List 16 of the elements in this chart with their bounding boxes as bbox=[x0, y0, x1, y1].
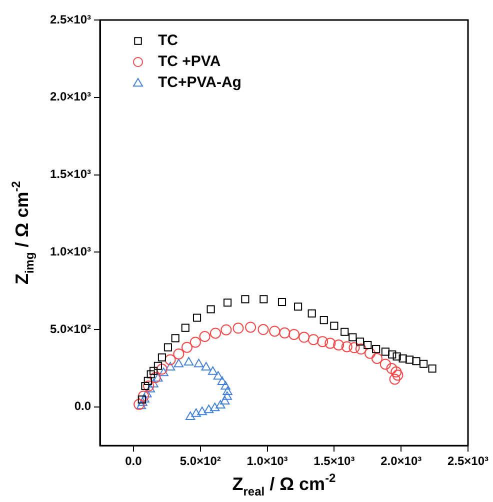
legend-label: TC bbox=[158, 32, 178, 50]
y-tick-label: 2.0×10³ bbox=[50, 90, 91, 104]
y-axis-title: Zimg / Ω cm-2 bbox=[8, 180, 36, 285]
x-tick-label: 5.0×10² bbox=[180, 454, 221, 468]
legend-label: TC+PVA-Ag bbox=[158, 74, 242, 92]
y-tick-label: 0.0 bbox=[74, 399, 92, 414]
y-tick-label: 2.5×10³ bbox=[50, 12, 91, 26]
legend-label: TC +PVA bbox=[158, 53, 221, 70]
y-tick-label: 1.5×10³ bbox=[50, 167, 91, 182]
y-tick-label: 5.0×10² bbox=[50, 322, 91, 336]
x-tick-label: 0.0 bbox=[125, 454, 142, 468]
x-tick-label: 1.0×10³ bbox=[246, 454, 288, 468]
x-tick-label: 2.0×10³ bbox=[380, 454, 422, 468]
x-tick-label: 1.5×10³ bbox=[314, 454, 355, 468]
y-tick-label: 1.0×10³ bbox=[50, 244, 91, 258]
x-tick-label: 2.5×10³ bbox=[447, 454, 489, 468]
